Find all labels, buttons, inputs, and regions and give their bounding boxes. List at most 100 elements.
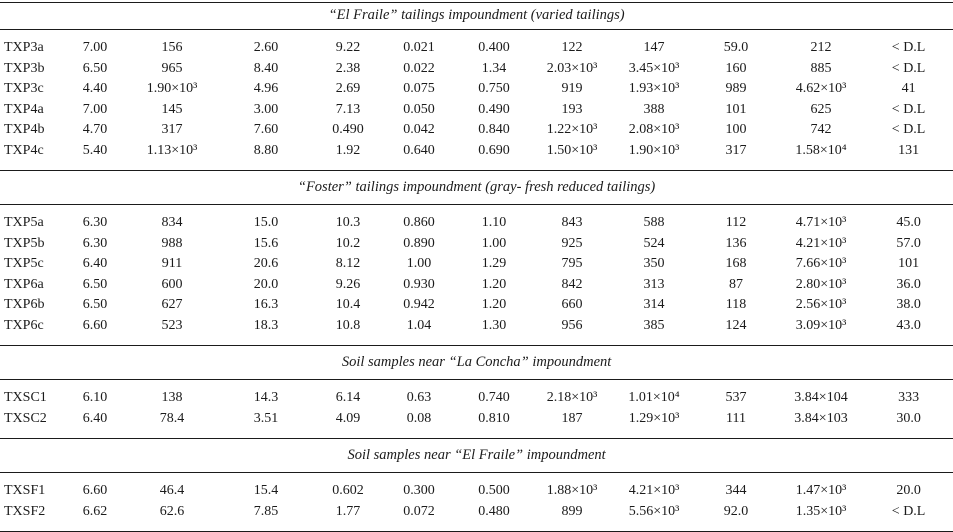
sample-id-cell: TXP3b [4, 60, 45, 76]
value-cell: 524 [643, 235, 665, 251]
value-cell: 160 [725, 60, 747, 76]
value-cell: 965 [161, 60, 183, 76]
value-cell: 0.500 [478, 483, 510, 498]
value-cell: 6.30 [82, 235, 108, 251]
sample-id-cell: TXP4a [4, 101, 44, 117]
value-cell: 136 [725, 235, 747, 251]
value-cell: 168 [725, 256, 747, 271]
value-cell: 0.022 [403, 60, 435, 76]
value-cell: 2.69 [335, 81, 361, 96]
value-cell: 7.00 [82, 40, 108, 55]
value-cell: 20.0 [896, 483, 921, 498]
value-cell: 124 [725, 317, 747, 333]
value-cell: 6.60 [82, 317, 108, 333]
value-cell: 0.740 [478, 390, 510, 405]
value-cell: 6.30 [82, 215, 108, 230]
sample-id-cell: TXP6a [4, 276, 44, 292]
value-cell: 138 [161, 390, 183, 405]
value-cell: 385 [643, 317, 665, 333]
value-cell: 0.072 [403, 503, 435, 519]
table-section: Soil samples near “La Concha” impoundmen… [0, 345, 953, 439]
table-row: TXSF2 6.62 62.6 7.85 1.77 0.072 0.480 899 5.56×1… [0, 502, 953, 532]
value-cell: 3.09×10³ [795, 317, 847, 333]
value-cell: 8.12 [335, 256, 361, 271]
value-cell: 344 [725, 483, 747, 498]
value-cell: 2.60 [253, 40, 279, 55]
value-cell: 0.490 [332, 122, 364, 137]
value-cell: 1.90×10³ [146, 81, 198, 96]
value-cell: 45.0 [896, 215, 921, 230]
value-cell: 78.4 [159, 410, 185, 426]
value-cell: 187 [561, 410, 583, 426]
value-cell: 1.29×10³ [628, 410, 680, 426]
value-cell: 20.0 [253, 276, 279, 292]
table-row: TXP4c 5.40 1.13×10³ 8.80 1.92 0.640 0.690 1.50×… [0, 141, 953, 171]
value-cell: < D.L [891, 40, 926, 55]
table-row: TXSC2 6.40 78.4 3.51 4.09 0.08 0.810 187 1.29×10… [0, 409, 953, 439]
value-cell: 1.29 [481, 256, 507, 271]
value-cell: 1.13×10³ [146, 142, 198, 158]
value-cell: 5.40 [82, 142, 108, 158]
value-cell: 2.38 [335, 60, 361, 76]
value-cell: 3.84×103 [794, 410, 848, 426]
value-cell: 1.77 [335, 503, 361, 519]
value-cell: 7.85 [253, 503, 279, 519]
value-cell: 0.860 [403, 215, 435, 230]
value-cell: 1.35×10³ [795, 503, 847, 519]
sample-id-cell: TXP4b [4, 122, 45, 137]
value-cell: 925 [561, 235, 583, 251]
value-cell: 1.34 [481, 60, 507, 76]
sample-id-cell: TXSF1 [4, 483, 46, 498]
table-section: “El Fraile” tailings impoundment (varied… [0, 2, 953, 171]
sample-id-cell: TXP4c [4, 142, 44, 158]
value-cell: 834 [161, 215, 183, 230]
value-cell: 6.40 [82, 410, 108, 426]
value-cell: < D.L [891, 503, 926, 519]
value-cell: 193 [561, 101, 583, 117]
value-cell: 3.45×10³ [628, 60, 680, 76]
value-cell: 919 [561, 81, 583, 96]
value-cell: 118 [725, 297, 747, 312]
value-cell: 87 [729, 276, 743, 292]
value-cell: 2.08×10³ [628, 122, 680, 137]
value-cell: 6.50 [82, 276, 108, 292]
value-cell: 6.60 [82, 483, 108, 498]
value-cell: 2.56×10³ [795, 297, 847, 312]
value-cell: 156 [161, 40, 183, 55]
value-cell: 1.90×10³ [628, 142, 680, 158]
value-cell: 660 [561, 297, 583, 312]
value-cell: 6.50 [82, 60, 108, 76]
value-cell: 10.4 [335, 297, 361, 312]
value-cell: 6.40 [82, 256, 108, 271]
value-cell: 5.56×10³ [628, 503, 680, 519]
sample-id-cell: TXP5a [4, 215, 44, 230]
value-cell: 4.21×10³ [628, 483, 680, 498]
table-row: TXP3c 4.40 1.90×10³ 4.96 2.69 0.075 0.750 919 1.… [0, 79, 953, 100]
table-row: TXP5a 6.30 834 15.0 10.3 0.860 1.10 843 588 112 4.… [0, 205, 953, 234]
value-cell: 3.51 [253, 410, 279, 426]
value-cell: 131 [898, 142, 920, 158]
value-cell: 36.0 [896, 276, 921, 292]
value-cell: 1.58×10⁴ [795, 142, 847, 158]
value-cell: 1.00 [481, 235, 507, 251]
table-row: TXP6b 6.50 627 16.3 10.4 0.942 1.20 660 314 118 2.… [0, 295, 953, 316]
section-title: “El Fraile” tailings impoundment (varied… [0, 2, 953, 30]
value-cell: 1.88×10³ [546, 483, 598, 498]
value-cell: 3.84×104 [794, 390, 848, 405]
table-row: TXSF1 6.60 46.4 15.4 0.602 0.300 0.500 1.88×10³… [0, 473, 953, 502]
value-cell: 1.01×10⁴ [628, 390, 680, 405]
value-cell: 989 [725, 81, 747, 96]
table-row: TXP6a 6.50 600 20.0 9.26 0.930 1.20 842 313 87 2.8… [0, 275, 953, 296]
value-cell: 147 [643, 40, 665, 55]
sample-id-cell: TXP3a [4, 40, 44, 55]
value-cell: 842 [561, 276, 583, 292]
value-cell: 1.47×10³ [795, 483, 847, 498]
value-cell: 2.18×10³ [546, 390, 598, 405]
value-cell: 4.40 [82, 81, 108, 96]
value-cell: 0.640 [403, 142, 435, 158]
value-cell: 625 [810, 101, 832, 117]
value-cell: 10.3 [335, 215, 361, 230]
value-cell: 112 [725, 215, 747, 230]
value-cell: 16.3 [253, 297, 279, 312]
